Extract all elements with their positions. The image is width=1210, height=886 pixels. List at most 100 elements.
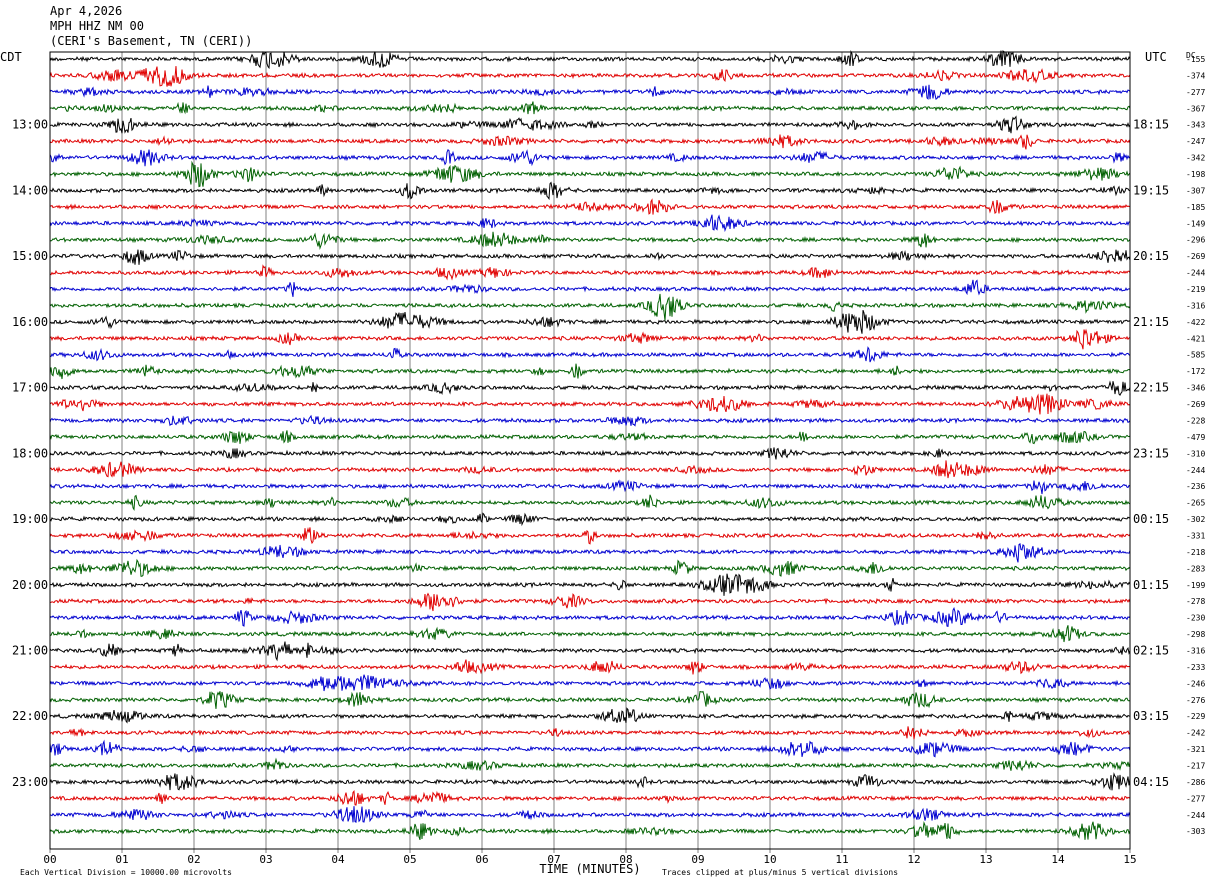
left-hour-label: 20:00 bbox=[12, 578, 48, 592]
dc-offset-label: -296 bbox=[1186, 236, 1205, 245]
trace-row bbox=[49, 707, 1131, 724]
right-hour-label: 22:15 bbox=[1133, 381, 1169, 395]
axis-labels: 00 01 02 03 04 05 06 07 08 09 10 11 12 13 14 15 -155 -374… bbox=[12, 55, 1205, 866]
dc-offset-label: -321 bbox=[1186, 745, 1205, 754]
dc-offset-label: -230 bbox=[1186, 614, 1205, 623]
x-tick-label: 04 bbox=[331, 853, 345, 866]
x-tick-label: 09 bbox=[691, 853, 704, 866]
dc-offset-label: -185 bbox=[1186, 203, 1205, 212]
left-hour-label: 19:00 bbox=[12, 512, 48, 526]
trace-row bbox=[49, 460, 1131, 479]
dc-offset-label: -233 bbox=[1186, 663, 1205, 672]
dc-offset-label: -244 bbox=[1186, 269, 1205, 278]
left-hour-label: 17:00 bbox=[12, 381, 48, 395]
left-hour-label: 18:00 bbox=[12, 446, 48, 460]
right-hour-label: 01:15 bbox=[1133, 578, 1169, 592]
trace-row bbox=[49, 249, 1131, 265]
trace-row bbox=[49, 310, 1131, 334]
trace-row bbox=[49, 479, 1131, 495]
right-hour-label: 00:15 bbox=[1133, 512, 1169, 526]
trace-row bbox=[49, 328, 1131, 350]
dc-offset-label: -236 bbox=[1186, 482, 1205, 491]
seismic-traces bbox=[49, 49, 1131, 840]
trace-row bbox=[49, 148, 1131, 167]
plot-header: Apr 4,2026 MPH HHZ NM 00 (CERI's Basemen… bbox=[50, 4, 252, 49]
trace-row bbox=[49, 380, 1131, 396]
trace-row bbox=[49, 447, 1131, 460]
dc-offset-label: -199 bbox=[1186, 581, 1205, 590]
trace-row bbox=[49, 198, 1131, 215]
dc-offset-label: -374 bbox=[1186, 71, 1205, 80]
dc-offset-label: -172 bbox=[1186, 367, 1205, 376]
trace-row bbox=[49, 772, 1131, 791]
trace-row bbox=[49, 690, 1131, 709]
x-tick-label: 03 bbox=[259, 853, 272, 866]
dc-offset-label: -367 bbox=[1186, 104, 1205, 113]
x-tick-label: 00 bbox=[43, 853, 56, 866]
x-tick-label: 15 bbox=[1123, 853, 1136, 866]
trace-row bbox=[49, 790, 1131, 806]
dc-offset-label: -331 bbox=[1186, 531, 1205, 540]
dc-offset-label: -228 bbox=[1186, 416, 1205, 425]
footer-scale-note: Each Vertical Division = 10000.00 microv… bbox=[20, 868, 232, 877]
x-tick-label: 06 bbox=[475, 853, 488, 866]
trace-row bbox=[49, 573, 1131, 596]
dc-offset-label: -421 bbox=[1186, 334, 1205, 343]
trace-row bbox=[49, 160, 1131, 188]
trace-row bbox=[49, 494, 1131, 511]
trace-row bbox=[49, 231, 1131, 250]
right-hour-label: 21:15 bbox=[1133, 315, 1169, 329]
dc-offset-label: -246 bbox=[1186, 679, 1205, 688]
dc-offset-label: -247 bbox=[1186, 137, 1205, 146]
trace-row bbox=[49, 726, 1131, 740]
x-tick-label: 05 bbox=[403, 853, 416, 866]
right-hour-label: 19:15 bbox=[1133, 183, 1169, 197]
dc-offset-label: -218 bbox=[1186, 548, 1205, 557]
dc-offset-label: -244 bbox=[1186, 811, 1205, 820]
dc-offset-label: -229 bbox=[1186, 712, 1205, 721]
trace-row bbox=[49, 641, 1131, 662]
station-label: MPH HHZ NM 00 bbox=[50, 19, 144, 33]
trace-row bbox=[49, 363, 1131, 380]
left-hour-label: 14:00 bbox=[12, 183, 48, 197]
trace-row bbox=[49, 66, 1131, 87]
dc-offset-label: -286 bbox=[1186, 778, 1205, 787]
dc-offset-label: -276 bbox=[1186, 696, 1205, 705]
dc-offset-label: -155 bbox=[1186, 55, 1205, 64]
x-tick-label: 11 bbox=[835, 853, 848, 866]
dc-offset-label: -307 bbox=[1186, 186, 1205, 195]
dc-offset-label: -316 bbox=[1186, 646, 1205, 655]
x-tick-label: 12 bbox=[907, 853, 920, 866]
trace-row bbox=[49, 84, 1131, 100]
trace-row bbox=[49, 414, 1131, 427]
trace-row bbox=[49, 739, 1131, 758]
x-tick-label: 13 bbox=[979, 853, 992, 866]
left-timezone-label: CDT bbox=[0, 50, 22, 64]
x-tick-label: 08 bbox=[619, 853, 632, 866]
dc-offset-label: -217 bbox=[1186, 761, 1205, 770]
trace-row bbox=[49, 264, 1131, 281]
x-tick-label: 07 bbox=[547, 853, 560, 866]
right-hour-label: 04:15 bbox=[1133, 775, 1169, 789]
dc-offset-label: -479 bbox=[1186, 433, 1205, 442]
dc-offset-label: -316 bbox=[1186, 301, 1205, 310]
dc-offset-label: -269 bbox=[1186, 252, 1205, 261]
left-hour-label: 13:00 bbox=[12, 118, 48, 132]
dc-header-label: DC bbox=[1186, 51, 1196, 60]
trace-row bbox=[49, 181, 1131, 201]
trace-row bbox=[49, 115, 1131, 134]
dc-offset-label: -343 bbox=[1186, 121, 1205, 130]
right-timezone-label: UTC bbox=[1145, 50, 1167, 64]
trace-row bbox=[49, 821, 1131, 840]
dc-offset-label: -244 bbox=[1186, 466, 1205, 475]
dc-offset-label: -422 bbox=[1186, 318, 1205, 327]
dc-offset-label: -198 bbox=[1186, 170, 1205, 179]
trace-row bbox=[49, 674, 1131, 692]
trace-row bbox=[49, 101, 1131, 115]
trace-row bbox=[49, 346, 1131, 363]
footer-clip-note: Traces clipped at plus/minus 5 vertical … bbox=[662, 868, 898, 877]
dc-offset-label: -303 bbox=[1186, 827, 1205, 836]
dc-offset-label: -298 bbox=[1186, 630, 1205, 639]
dc-offset-label: -219 bbox=[1186, 285, 1205, 294]
